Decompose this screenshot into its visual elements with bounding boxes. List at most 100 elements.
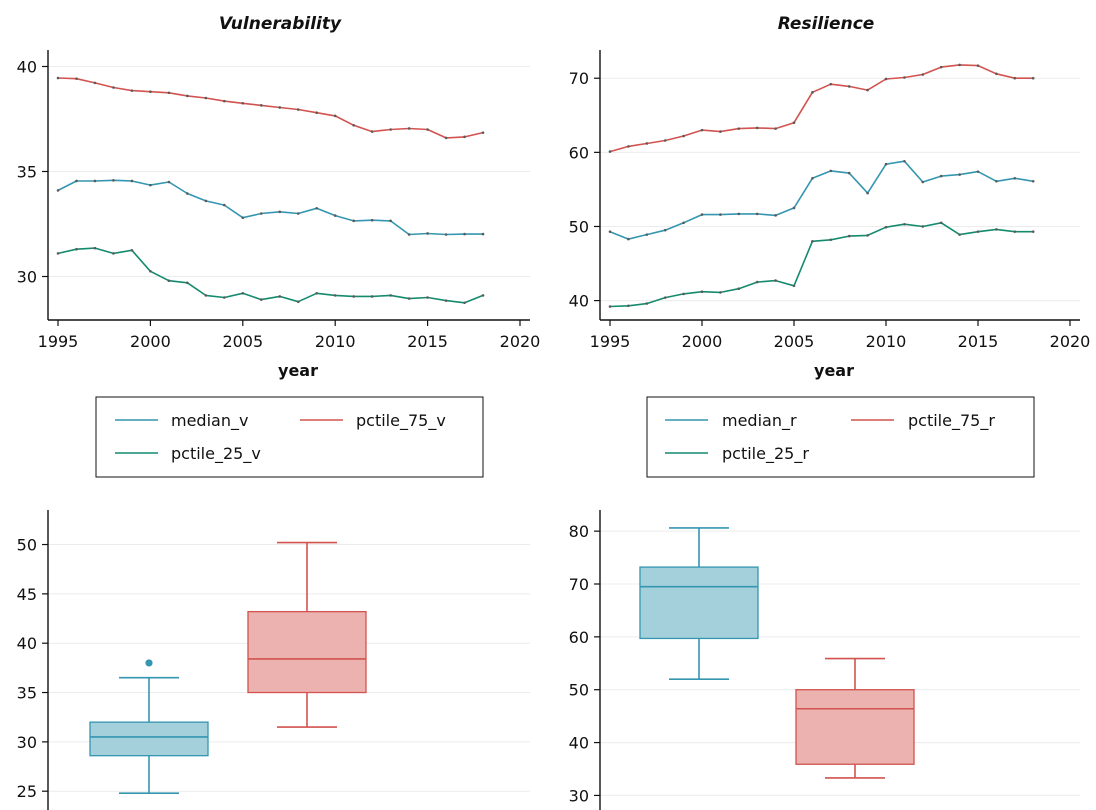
- data-point-pctile_25_r: [792, 284, 796, 288]
- data-point-pctile_25_v: [296, 300, 300, 304]
- data-point-median_v: [426, 232, 429, 235]
- data-point-pctile_75_v: [112, 86, 115, 89]
- data-point-median_v: [167, 180, 171, 184]
- data-point-pctile_25_r: [903, 222, 906, 226]
- series-line-pctile_75_r: [609, 64, 1034, 153]
- data-point-pctile_25_v: [315, 292, 319, 295]
- series-line-pctile_25_v: [57, 247, 484, 304]
- y-tick-label: 60: [569, 628, 589, 647]
- data-point-median_v: [352, 219, 355, 223]
- data-point-pctile_25_r: [866, 234, 869, 237]
- data-point-pctile_75_r: [847, 85, 851, 88]
- data-point-pctile_75_v: [186, 94, 189, 98]
- data-point-pctile_25_r: [645, 302, 649, 305]
- data-point-pctile_75_v: [389, 128, 392, 131]
- x-tick-label: 2010: [866, 332, 907, 351]
- data-point-median_r: [995, 179, 998, 183]
- resilience-boxplot-panel: 30 40 50 60 70 80: [569, 510, 1080, 810]
- data-point-pctile_75_r: [939, 65, 943, 69]
- resilience-title: Resilience: [778, 14, 875, 34]
- data-point-median_v: [56, 189, 60, 192]
- data-point-median_r: [737, 212, 741, 216]
- y-tick-label: 45: [17, 585, 37, 604]
- x-tick-label: 2015: [958, 332, 999, 351]
- data-point-pctile_75_v: [352, 124, 355, 127]
- data-point-pctile_75_r: [663, 139, 667, 142]
- data-point-pctile_25_r: [829, 238, 833, 242]
- legend-label-p75: pctile_75_v: [356, 411, 446, 431]
- data-point-median_v: [315, 206, 319, 210]
- data-point-pctile_25_r: [1013, 230, 1017, 233]
- y-tick-label: 35: [17, 163, 37, 182]
- data-point-pctile_75_v: [315, 111, 319, 114]
- data-point-pctile_75_v: [204, 96, 208, 100]
- box-outlier: [145, 659, 153, 667]
- y-tick-label: 40: [569, 292, 589, 311]
- data-point-pctile_75_r: [976, 64, 980, 67]
- data-point-pctile_75_r: [700, 128, 704, 132]
- data-point-median_r: [700, 213, 704, 216]
- data-point-pctile_25_v: [167, 279, 171, 283]
- x-tick-label: 2020: [1050, 332, 1091, 351]
- data-point-pctile_75_r: [645, 142, 649, 145]
- x-tick-label: 2005: [222, 332, 263, 351]
- data-point-pctile_75_v: [259, 104, 263, 107]
- data-point-pctile_75_r: [958, 63, 961, 67]
- data-point-pctile_75_v: [481, 131, 485, 134]
- data-point-median_r: [976, 170, 980, 173]
- data-point-pctile_75_v: [56, 76, 60, 80]
- x-tick-label: 2010: [315, 332, 356, 351]
- data-point-pctile_25_r: [682, 292, 685, 296]
- series-line-median_r: [609, 160, 1034, 240]
- data-point-pctile_75_r: [1013, 76, 1017, 80]
- series-line-pctile_25_r: [609, 222, 1034, 308]
- data-point-median_v: [149, 183, 152, 187]
- data-point-pctile_25_v: [333, 294, 337, 297]
- data-point-pctile_75_r: [1031, 76, 1035, 80]
- data-point-pctile_25_r: [663, 296, 667, 299]
- data-point-median_r: [1013, 176, 1017, 180]
- data-point-pctile_75_v: [296, 108, 300, 111]
- data-point-median_v: [389, 219, 392, 223]
- data-point-pctile_25_v: [112, 252, 115, 255]
- legend-label-p25: pctile_25_r: [722, 444, 809, 464]
- data-point-median_v: [370, 218, 374, 222]
- data-point-median_r: [774, 214, 777, 217]
- data-point-median_v: [93, 179, 97, 183]
- data-point-pctile_25_r: [921, 225, 925, 228]
- data-point-pctile_75_v: [167, 91, 171, 95]
- data-point-pctile_25_r: [774, 279, 777, 282]
- x-tick-label: 2000: [130, 332, 171, 351]
- data-point-pctile_25_v: [93, 246, 97, 250]
- data-point-pctile_75_r: [921, 73, 925, 76]
- data-point-pctile_75_v: [223, 99, 226, 103]
- data-point-pctile_25_r: [976, 230, 980, 233]
- x-tick-label: 1995: [38, 332, 79, 351]
- data-point-pctile_75_r: [737, 127, 741, 130]
- data-point-pctile_25_r: [958, 233, 961, 236]
- data-point-pctile_75_r: [608, 150, 612, 153]
- data-point-pctile_75_v: [241, 101, 245, 105]
- data-point-pctile_25_r: [719, 291, 722, 294]
- data-point-median_v: [241, 216, 245, 219]
- data-point-pctile_75_r: [792, 121, 796, 125]
- data-point-median_r: [627, 237, 630, 241]
- box-body: [89, 721, 209, 757]
- series-line-median_v: [57, 179, 483, 236]
- data-point-pctile_75_r: [811, 91, 814, 94]
- y-tick-label: 30: [17, 733, 37, 752]
- data-point-pctile_75_v: [278, 106, 282, 109]
- y-tick-label: 70: [569, 575, 589, 594]
- data-point-median_r: [1031, 179, 1035, 183]
- data-point-median_r: [682, 221, 685, 225]
- vulnerability-x-axis-label: year: [278, 361, 318, 380]
- data-point-median_v: [333, 214, 337, 217]
- data-point-pctile_75_r: [995, 72, 998, 76]
- y-tick-label: 50: [17, 536, 37, 555]
- legend-label-p25: pctile_25_v: [171, 444, 261, 464]
- y-tick-label: 70: [569, 69, 589, 88]
- data-point-pctile_25_v: [426, 296, 429, 299]
- y-tick-label: 40: [569, 734, 589, 753]
- data-point-median_v: [204, 199, 208, 203]
